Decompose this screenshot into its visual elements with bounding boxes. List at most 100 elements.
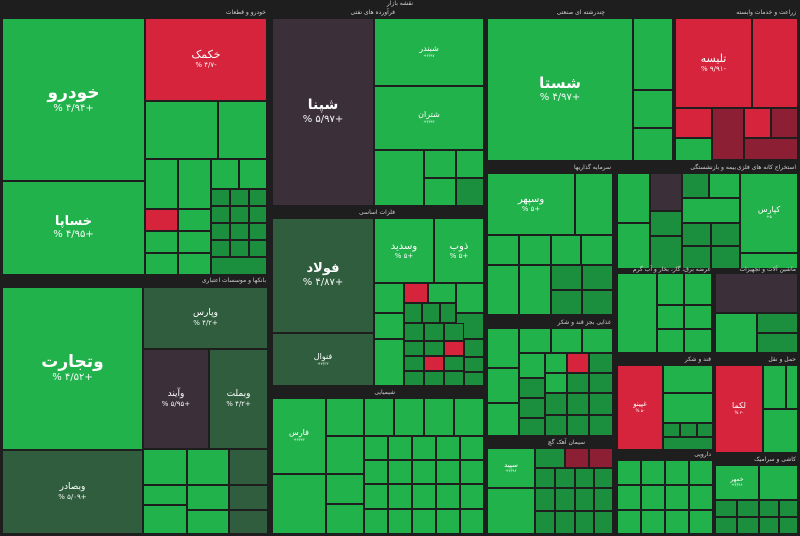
stock-tile[interactable] bbox=[665, 460, 689, 485]
tile-khekmak[interactable]: خکمک% ۴/۷- bbox=[145, 18, 267, 101]
stock-tile[interactable] bbox=[145, 209, 178, 231]
tile-fanval[interactable]: فنوال +۴/۲۳ bbox=[272, 333, 374, 386]
tile-vaind[interactable]: وآیند% ۵/۹۵+ bbox=[143, 349, 209, 449]
stock-tile[interactable] bbox=[675, 108, 712, 138]
stock-tile[interactable] bbox=[575, 511, 594, 534]
stock-tile[interactable] bbox=[412, 436, 436, 460]
stock-tile[interactable] bbox=[545, 373, 567, 393]
stock-tile[interactable] bbox=[535, 511, 555, 534]
stock-tile[interactable] bbox=[374, 313, 404, 339]
stock-tile[interactable] bbox=[744, 138, 798, 160]
stock-tile[interactable] bbox=[589, 393, 613, 415]
stock-tile[interactable] bbox=[424, 371, 444, 386]
stock-tile[interactable] bbox=[211, 206, 230, 223]
stock-tile[interactable] bbox=[187, 449, 229, 485]
stock-tile[interactable] bbox=[249, 206, 267, 223]
stock-tile[interactable] bbox=[374, 283, 404, 313]
stock-tile[interactable] bbox=[364, 484, 388, 509]
stock-tile[interactable] bbox=[567, 353, 589, 373]
stock-tile[interactable] bbox=[388, 509, 412, 534]
stock-tile[interactable] bbox=[230, 240, 249, 257]
stock-tile[interactable] bbox=[757, 333, 798, 353]
stock-tile[interactable] bbox=[519, 398, 545, 418]
stock-tile[interactable] bbox=[744, 108, 771, 138]
stock-tile[interactable] bbox=[388, 436, 412, 460]
stock-tile[interactable] bbox=[752, 18, 798, 108]
stock-tile[interactable] bbox=[187, 485, 229, 510]
stock-tile[interactable] bbox=[424, 150, 456, 178]
stock-tile[interactable] bbox=[650, 211, 682, 236]
tile-khapa[interactable]: خساپا% ۴/۹۵+ bbox=[2, 181, 145, 275]
stock-tile[interactable] bbox=[326, 504, 364, 534]
stock-tile[interactable] bbox=[143, 485, 187, 505]
stock-tile[interactable] bbox=[779, 500, 798, 517]
stock-tile[interactable] bbox=[555, 468, 575, 488]
stock-tile[interactable] bbox=[436, 436, 460, 460]
stock-tile[interactable] bbox=[460, 436, 484, 460]
stock-tile[interactable] bbox=[709, 173, 740, 198]
stock-tile[interactable] bbox=[617, 460, 641, 485]
stock-tile[interactable] bbox=[551, 290, 582, 315]
stock-tile[interactable] bbox=[388, 484, 412, 509]
stock-tile[interactable] bbox=[436, 484, 460, 509]
tile-vsepahr[interactable]: وسپهر% ۵+ bbox=[487, 173, 575, 235]
stock-tile[interactable] bbox=[412, 509, 436, 534]
stock-tile[interactable] bbox=[565, 448, 589, 468]
stock-tile[interactable] bbox=[211, 223, 230, 240]
stock-tile[interactable] bbox=[617, 510, 641, 534]
stock-tile[interactable] bbox=[684, 273, 712, 305]
stock-tile[interactable] bbox=[460, 509, 484, 534]
stock-tile[interactable] bbox=[249, 189, 267, 206]
stock-tile[interactable] bbox=[249, 223, 267, 240]
stock-tile[interactable] bbox=[715, 500, 737, 517]
stock-tile[interactable] bbox=[665, 510, 689, 534]
stock-tile[interactable] bbox=[487, 368, 519, 403]
stock-tile[interactable] bbox=[650, 173, 682, 211]
stock-tile[interactable] bbox=[545, 415, 567, 436]
stock-tile[interactable] bbox=[759, 500, 779, 517]
stock-tile[interactable] bbox=[444, 356, 464, 371]
tile-sepid[interactable]: سپید +۴/۹۶ bbox=[487, 448, 535, 488]
stock-tile[interactable] bbox=[456, 178, 484, 206]
stock-tile[interactable] bbox=[697, 423, 713, 437]
stock-tile[interactable] bbox=[759, 517, 779, 534]
stock-tile[interactable] bbox=[757, 313, 798, 333]
stock-tile[interactable] bbox=[682, 223, 711, 246]
stock-tile[interactable] bbox=[617, 485, 641, 510]
stock-tile[interactable] bbox=[567, 373, 589, 393]
stock-tile[interactable] bbox=[641, 460, 665, 485]
stock-tile[interactable] bbox=[589, 448, 613, 468]
tile-vpars[interactable]: وپارس% ۴/۲+ bbox=[143, 287, 268, 349]
stock-tile[interactable] bbox=[464, 372, 484, 386]
stock-tile[interactable] bbox=[464, 339, 484, 357]
stock-tile[interactable] bbox=[374, 339, 404, 386]
stock-tile[interactable] bbox=[440, 303, 456, 323]
stock-tile[interactable] bbox=[178, 253, 211, 275]
stock-tile[interactable] bbox=[143, 449, 187, 485]
stock-tile[interactable] bbox=[211, 257, 267, 275]
stock-tile[interactable] bbox=[424, 398, 454, 436]
stock-tile[interactable] bbox=[575, 488, 594, 511]
stock-tile[interactable] bbox=[364, 460, 388, 484]
stock-tile[interactable] bbox=[682, 198, 740, 223]
tile-vbmelat[interactable]: وبملت% ۴/۲+ bbox=[209, 349, 268, 449]
stock-tile[interactable] bbox=[589, 415, 613, 436]
stock-tile[interactable] bbox=[211, 189, 230, 206]
stock-tile[interactable] bbox=[689, 510, 713, 534]
stock-tile[interactable] bbox=[715, 313, 757, 353]
stock-tile[interactable] bbox=[178, 159, 211, 209]
stock-tile[interactable] bbox=[786, 365, 798, 409]
stock-tile[interactable] bbox=[404, 356, 424, 371]
stock-tile[interactable] bbox=[218, 101, 267, 159]
stock-tile[interactable] bbox=[617, 273, 657, 353]
tile-telisa[interactable]: تلیسه% ۹/۹۱- bbox=[675, 18, 752, 108]
stock-tile[interactable] bbox=[145, 253, 178, 275]
stock-tile[interactable] bbox=[464, 357, 484, 372]
stock-tile[interactable] bbox=[211, 159, 239, 189]
tile-khodro[interactable]: خودرو% ۴/۹۴+ bbox=[2, 18, 145, 181]
stock-tile[interactable] bbox=[641, 485, 665, 510]
stock-tile[interactable] bbox=[364, 398, 394, 436]
tile-faras[interactable]: فارس +۴/۹۳ bbox=[272, 398, 326, 474]
stock-tile[interactable] bbox=[675, 138, 712, 161]
stock-tile[interactable] bbox=[404, 303, 422, 323]
